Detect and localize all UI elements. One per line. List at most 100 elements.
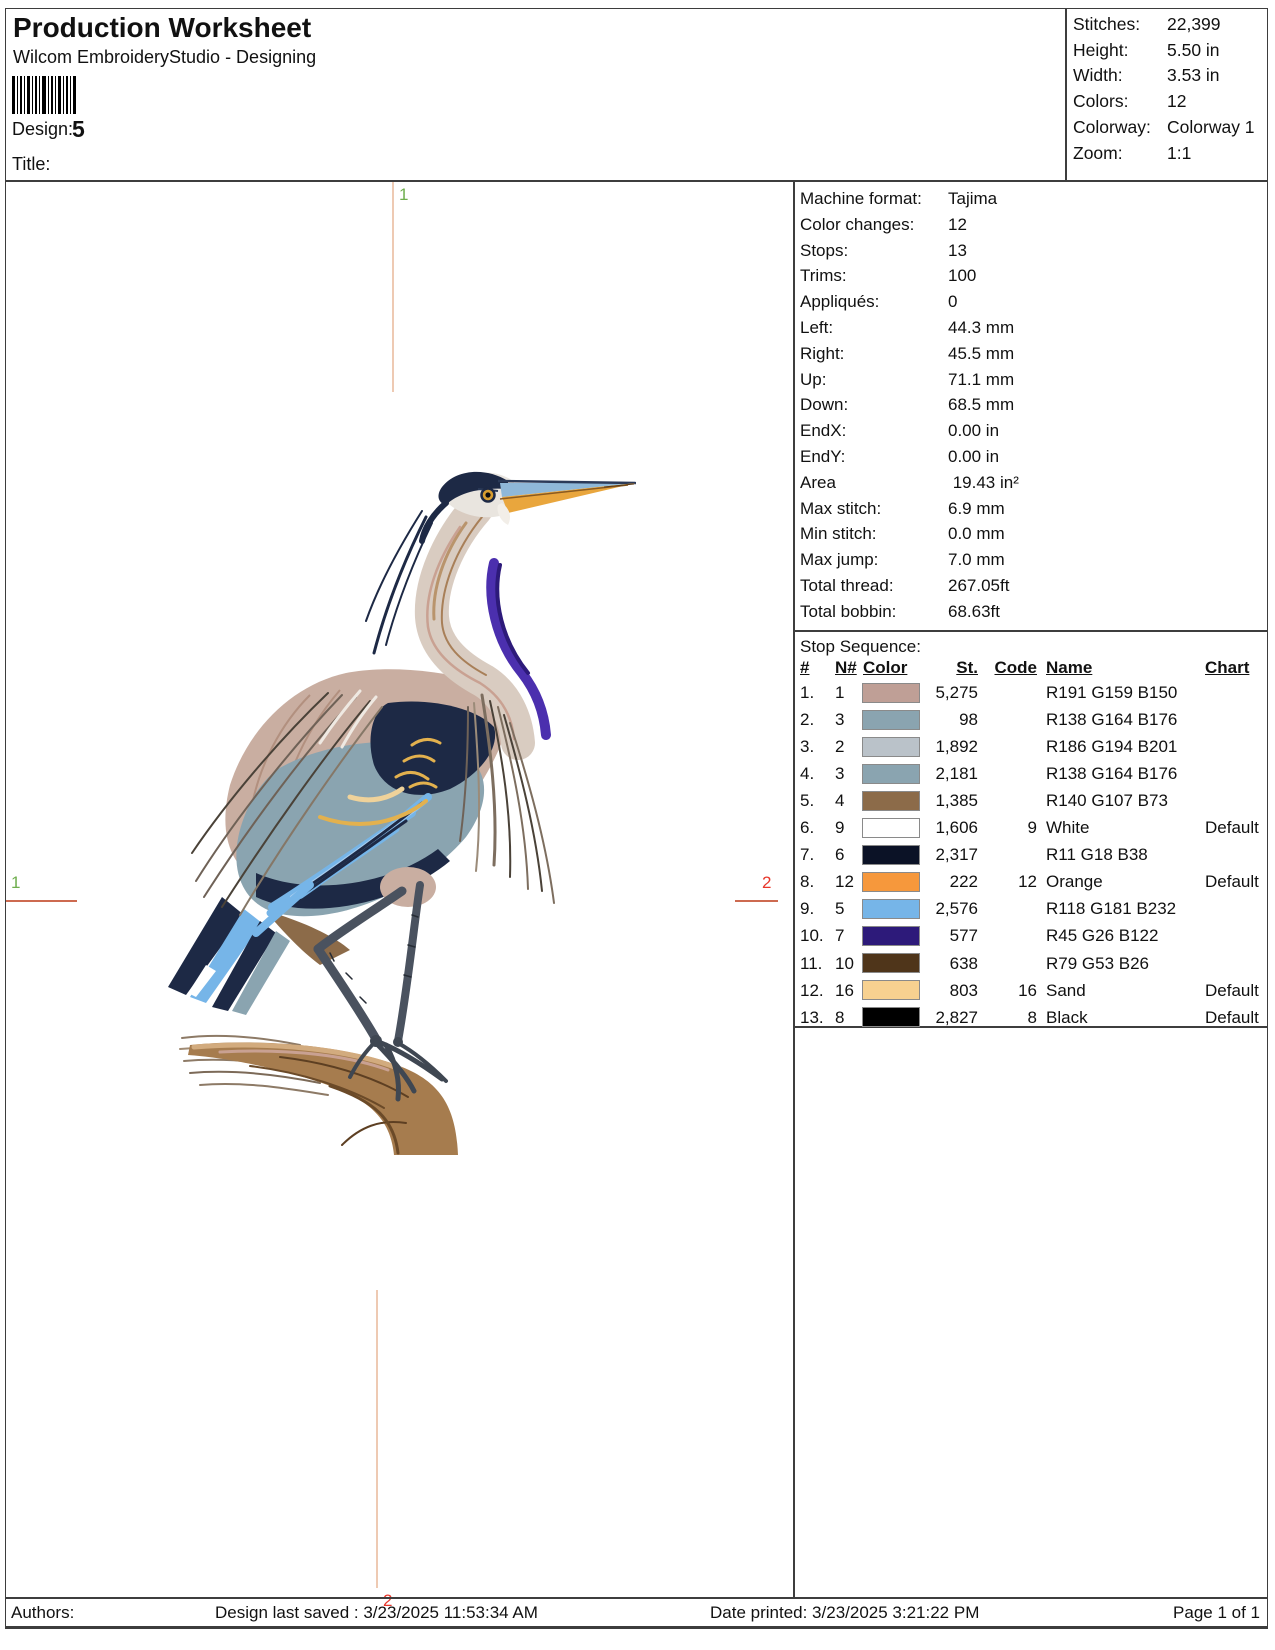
thread-color-swatch: [862, 925, 920, 946]
stop-row-stitches: 2,827: [935, 1007, 978, 1027]
stop-row-needle: 3: [835, 764, 845, 784]
stop-row-needle: 8: [835, 1007, 845, 1027]
marker-line-left: [6, 900, 77, 902]
stop-row-needle: 5: [835, 899, 845, 919]
design-label: Design:: [12, 119, 74, 139]
stop-row-stitches: 1,385: [935, 791, 978, 811]
stop-row-needle: 7: [835, 926, 845, 946]
beak-lower: [502, 483, 636, 513]
machine-info-value: 267.05ft: [948, 576, 1010, 595]
thread-color-swatch: [862, 1007, 920, 1028]
page-border: [5, 8, 1268, 1627]
machine-info-value: Tajima: [948, 189, 998, 208]
stop-sequence-column-header: Color: [863, 658, 908, 677]
beak-upper: [500, 483, 636, 497]
stop-row-number: 9.: [800, 899, 815, 919]
yellow-accents: [318, 738, 442, 826]
machine-info-label: EndX:: [800, 421, 847, 441]
stop-row-stitches: 2,576: [935, 899, 978, 919]
right-panel-border: [793, 180, 795, 1597]
machine-info-value: 68.63ft: [948, 601, 1000, 621]
stop-row-name: R79 G53 B26: [1046, 953, 1150, 973]
chest-feathers: [459, 693, 555, 904]
stop-row-number: 7.: [800, 845, 815, 865]
stop-row-number: 5.: [800, 791, 815, 811]
machine-info-label: Left:: [800, 318, 834, 337]
marker-1-left: 1: [11, 873, 21, 892]
stop-row-name: R118 G181 B232: [1046, 899, 1177, 919]
stop-row-name: R138 G164 B176: [1046, 764, 1178, 784]
stop-row-needle: 4: [835, 791, 845, 811]
machine-info-value: 0.00 in: [948, 447, 1000, 466]
thread-color-swatch: [862, 682, 920, 703]
stat-label: Stitches:: [1073, 14, 1141, 34]
machine-info-panel: Machine format: Tajima Color changes: 12 Sto…: [793, 180, 1268, 630]
legs: [313, 867, 448, 1102]
stop-row-number: 12.: [800, 980, 824, 1000]
stop-row-name: R140 G107 B73: [1046, 791, 1168, 811]
stop-row-needle: 12: [835, 872, 854, 892]
stat-label: Colors:: [1073, 91, 1129, 112]
marker-1-top: 1: [399, 185, 409, 204]
stat-label: Height:: [1073, 39, 1129, 60]
machine-info-label: Stops:: [800, 240, 849, 260]
stop-sequence-panel: Stop Sequence: # N# Color St. Code Name Chart 1…: [793, 630, 1268, 1028]
machine-info-value: 71.1 mm: [948, 369, 1015, 389]
stop-row-name: R138 G164 B176: [1046, 710, 1178, 730]
thread-color-swatch: [862, 898, 920, 919]
machine-info-value: 6.9 mm: [948, 498, 1005, 518]
stop-row-stitches: 577: [949, 926, 978, 946]
machine-info-label: Down:: [800, 395, 849, 415]
stop-row-name: White: [1046, 818, 1090, 838]
stop-row-code: 16: [1018, 980, 1037, 1000]
last-saved-text: Design last saved : 3/23/2025 11:53:34 A…: [215, 1603, 538, 1622]
stop-sequence-column-header: Chart: [1205, 658, 1250, 677]
stop-row-stitches: 1,892: [935, 737, 978, 757]
machine-info-divider: [793, 630, 1268, 632]
stop-row-name: R191 G159 B150: [1046, 683, 1178, 702]
machine-info-label: Right:: [800, 343, 845, 363]
stop-sequence-column-header: #: [800, 658, 810, 677]
thread-color-swatch: [862, 817, 920, 838]
stop-row-code: 9: [1027, 818, 1037, 838]
stop-row-stitches: 98: [959, 710, 978, 730]
barcode: [12, 76, 76, 114]
machine-info-value: 68.5 mm: [948, 395, 1015, 415]
date-printed-text: Date printed: 3/23/2025 3:21:22 PM: [710, 1603, 980, 1622]
stop-sequence-divider: [793, 1026, 1268, 1028]
machine-info-label: Trims:: [800, 266, 847, 286]
thread-color-swatch: [862, 736, 920, 757]
thread-color-swatch: [862, 844, 920, 865]
stop-row-number: 10.: [800, 926, 824, 946]
stop-row-code: 8: [1027, 1007, 1037, 1027]
machine-info-value: 19.43 in²: [948, 472, 1019, 492]
design-stats-box: Stitches: 22,399 Height: 5.50 in Width: 3.53 …: [1067, 8, 1268, 180]
machine-info-label: Total thread:: [800, 576, 894, 595]
stop-row-needle: 1: [835, 683, 845, 702]
stat-label: Zoom:: [1073, 142, 1123, 163]
stop-row-number: 6.: [800, 818, 815, 838]
stat-value: 3.53 in: [1167, 65, 1220, 86]
thread-color-swatch: [862, 790, 920, 811]
machine-info-value: 0.00 in: [948, 421, 1000, 441]
branch: [188, 1042, 458, 1155]
tail-feathers: [168, 897, 350, 1015]
machine-info-label: Area: [800, 472, 836, 492]
authors-label: Authors:: [11, 1603, 75, 1622]
stop-row-number: 11.: [800, 953, 823, 973]
stop-sequence-column-header: St.: [956, 658, 978, 677]
header-divider-line: [5, 180, 1268, 182]
stat-value: Colorway 1: [1167, 116, 1255, 137]
stop-row-needle: 10: [835, 953, 854, 973]
stop-row-name: R45 G26 B122: [1046, 926, 1159, 946]
stat-value: 1:1: [1167, 142, 1192, 163]
title-label: Title:: [12, 154, 51, 174]
machine-info-label: Appliqués:: [800, 292, 880, 312]
machine-info-value: 0.0 mm: [948, 524, 1005, 544]
stop-row-chart: Default: [1205, 1007, 1259, 1027]
thread-color-swatch: [862, 980, 920, 1001]
stop-row-stitches: 5,275: [935, 683, 978, 702]
machine-info-value: 45.5 mm: [948, 343, 1015, 363]
machine-info-label: Up:: [800, 369, 827, 389]
